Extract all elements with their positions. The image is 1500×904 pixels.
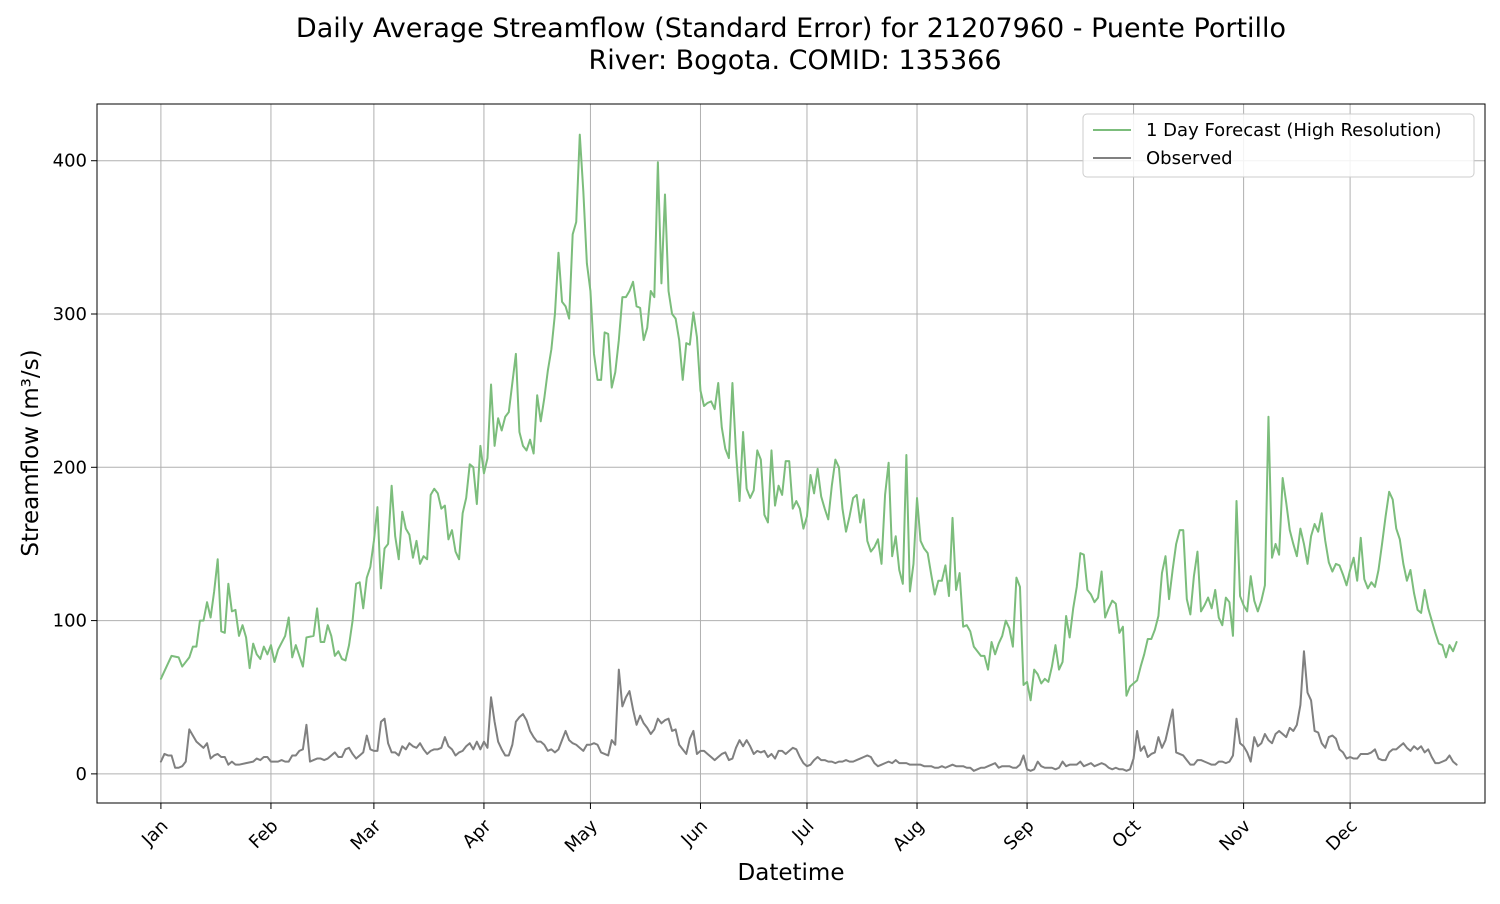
x-tick-label: Jan	[137, 816, 172, 851]
x-tick-label: Sep	[1000, 816, 1039, 855]
x-tick-label: Oct	[1108, 816, 1145, 853]
legend-box	[1082, 113, 1475, 178]
series-layer	[159, 133, 1458, 772]
y-tick-label: 0	[76, 764, 87, 785]
x-tick-label: Dec	[1322, 816, 1361, 855]
chart-title-line1: Daily Average Streamflow (Standard Error…	[296, 13, 1286, 44]
y-tick-label: 400	[53, 151, 87, 172]
y-tick-label: 200	[53, 457, 87, 478]
legend-label-forecast: 1 Day Forecast (High Resolution)	[1146, 120, 1442, 141]
legend-label-observed: Observed	[1146, 148, 1233, 169]
x-tick-label: Mar	[347, 815, 386, 854]
y-axis-label: Streamflow (m³/s)	[18, 349, 44, 556]
grid-layer	[97, 104, 1485, 803]
chart-title-line2: River: Bogota. COMID: 135366	[588, 45, 1001, 76]
x-tick-label: Apr	[459, 815, 496, 852]
series-line-forecast	[159, 133, 1458, 702]
legend: 1 Day Forecast (High Resolution) Observe…	[1082, 113, 1475, 178]
x-tick-label: May	[561, 815, 602, 856]
x-tick-label: Jul	[788, 816, 819, 847]
x-axis-label: Datetime	[738, 860, 845, 886]
y-tick-label: 300	[53, 304, 87, 325]
x-tick-label: Jun	[677, 816, 712, 851]
plot-area-frame	[96, 103, 1486, 804]
series-line-observed	[159, 650, 1458, 772]
x-tick-label: Aug	[889, 816, 929, 856]
x-axis-ticks: Jan Feb Mar Apr May Jun Jul Aug Sep Oct Nov Dec	[137, 803, 1362, 857]
x-tick-label: Nov	[1215, 815, 1255, 855]
x-tick-label: Feb	[245, 816, 282, 853]
y-tick-label: 100	[53, 611, 87, 632]
y-axis-ticks: 0 100 200 300 400	[53, 151, 97, 785]
